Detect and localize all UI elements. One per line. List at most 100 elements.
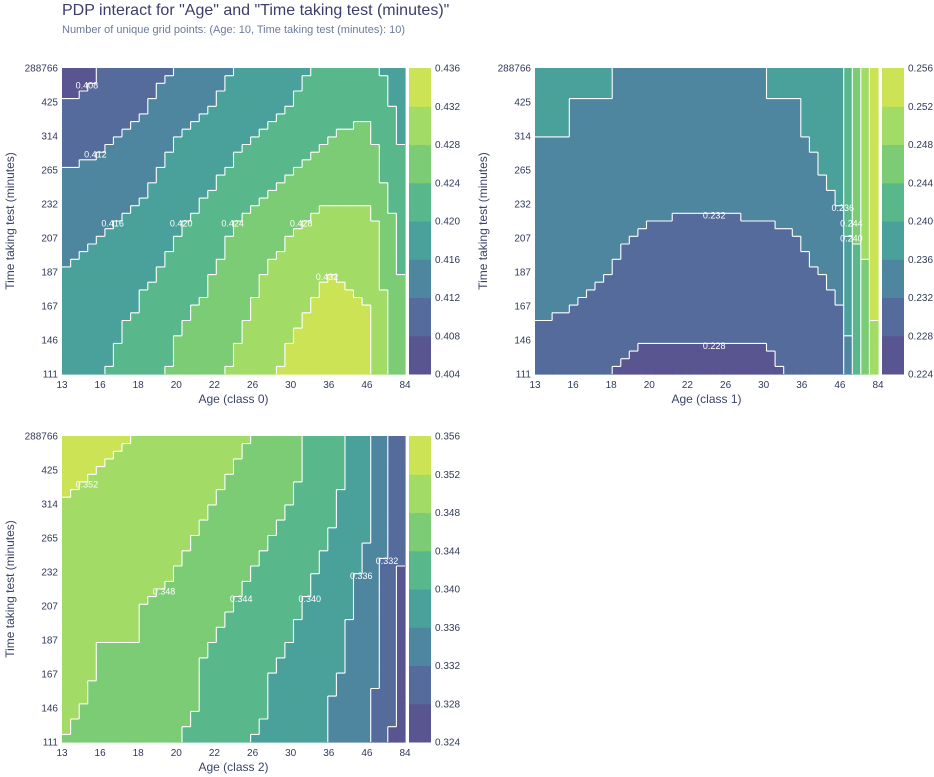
contour-cell bbox=[130, 182, 140, 191]
contour-cell bbox=[207, 90, 217, 100]
contour-cell bbox=[344, 481, 355, 491]
contour-cell bbox=[749, 358, 759, 367]
contour-cell bbox=[586, 190, 596, 199]
contour-cell bbox=[302, 719, 312, 728]
contour-cell bbox=[766, 90, 776, 100]
contour-cell bbox=[96, 366, 106, 375]
contour-cell bbox=[723, 228, 733, 237]
contour-cell bbox=[70, 175, 80, 184]
contour-cell bbox=[723, 274, 733, 283]
contour-cell bbox=[216, 305, 226, 314]
contour-cell bbox=[182, 474, 192, 483]
contour-cell bbox=[612, 221, 622, 230]
contour-cell bbox=[284, 436, 295, 445]
contour-cell bbox=[182, 251, 192, 260]
contour-cell bbox=[319, 673, 329, 682]
contour-cell bbox=[250, 619, 260, 628]
contour-cell bbox=[535, 182, 545, 191]
contour-cell bbox=[680, 113, 690, 123]
contour-cell bbox=[362, 657, 372, 667]
contour-cell bbox=[79, 596, 89, 605]
contour-cell bbox=[783, 312, 793, 322]
contour-cell bbox=[139, 558, 149, 567]
contour-cell bbox=[577, 129, 588, 138]
contour-cell bbox=[190, 650, 200, 659]
contour-cell bbox=[96, 642, 106, 651]
contour-cell bbox=[139, 726, 149, 735]
contour-cell bbox=[62, 512, 72, 521]
contour-cell bbox=[216, 627, 226, 636]
contour-cell bbox=[259, 75, 269, 84]
contour-cell bbox=[577, 251, 588, 260]
contour-cell bbox=[860, 106, 871, 115]
contour-cell bbox=[646, 236, 656, 245]
contour-cell bbox=[250, 83, 260, 92]
contour-cell bbox=[224, 527, 235, 537]
contour-cell bbox=[577, 90, 588, 100]
contour-cell bbox=[207, 627, 217, 636]
contour-cell bbox=[353, 604, 363, 613]
contour-cell bbox=[104, 75, 115, 84]
contour-cell bbox=[362, 335, 372, 344]
contour-cell bbox=[216, 619, 226, 628]
contour-cell bbox=[233, 190, 243, 199]
contour-cell bbox=[293, 512, 303, 521]
contour-cell bbox=[723, 198, 733, 207]
contour-cell bbox=[353, 527, 363, 537]
contour-cell bbox=[586, 243, 596, 253]
contour-cell bbox=[723, 305, 733, 314]
contour-cell bbox=[233, 642, 243, 651]
contour-cell bbox=[242, 129, 252, 138]
contour-cell bbox=[792, 358, 802, 367]
contour-label: 0.236 bbox=[832, 203, 855, 213]
contour-cell bbox=[577, 83, 588, 92]
contour-cell bbox=[362, 312, 372, 322]
contour-cell bbox=[560, 366, 570, 375]
contour-cell bbox=[826, 68, 836, 77]
contour-cell bbox=[139, 198, 149, 207]
contour-cell bbox=[87, 627, 97, 636]
contour-cell bbox=[809, 113, 819, 123]
contour-cell bbox=[749, 167, 759, 176]
contour-cell bbox=[147, 619, 157, 628]
contour-field bbox=[62, 68, 406, 375]
contour-cell bbox=[216, 228, 226, 237]
contour-cell bbox=[70, 558, 80, 567]
contour-cell bbox=[852, 190, 862, 199]
contour-cell bbox=[139, 190, 149, 199]
contour-cell bbox=[715, 136, 725, 146]
contour-cell bbox=[732, 305, 742, 314]
contour-cell bbox=[860, 320, 871, 329]
contour-cell bbox=[637, 243, 648, 253]
contour-cell bbox=[70, 581, 80, 590]
contour-cell bbox=[293, 98, 303, 107]
contour-cell bbox=[182, 436, 192, 445]
contour-cell bbox=[379, 213, 389, 222]
contour-cell bbox=[732, 68, 742, 77]
contour-cell bbox=[182, 75, 192, 84]
contour-cell bbox=[560, 213, 570, 222]
y-tick-label: 265 bbox=[514, 166, 531, 177]
contour-cell bbox=[637, 259, 648, 268]
contour-cell bbox=[775, 289, 785, 299]
contour-cell bbox=[319, 566, 329, 575]
contour-cell bbox=[96, 650, 106, 659]
contour-cell bbox=[344, 443, 355, 452]
contour-cell bbox=[62, 589, 72, 598]
contour-cell bbox=[199, 451, 209, 460]
contour-cell bbox=[637, 221, 648, 230]
contour-cell bbox=[740, 228, 750, 237]
contour-cell bbox=[344, 289, 355, 299]
contour-cell bbox=[569, 90, 579, 100]
contour-cell bbox=[233, 121, 243, 130]
contour-cell bbox=[362, 175, 372, 184]
contour-cell bbox=[199, 673, 209, 682]
colorbar-tick-label: 0.356 bbox=[435, 432, 460, 443]
contour-cell bbox=[680, 167, 690, 176]
contour-cell bbox=[792, 152, 802, 161]
contour-cell bbox=[250, 144, 260, 153]
contour-cell bbox=[224, 566, 235, 575]
contour-cell bbox=[96, 343, 106, 352]
contour-cell bbox=[122, 83, 132, 92]
contour-cell bbox=[207, 106, 217, 115]
